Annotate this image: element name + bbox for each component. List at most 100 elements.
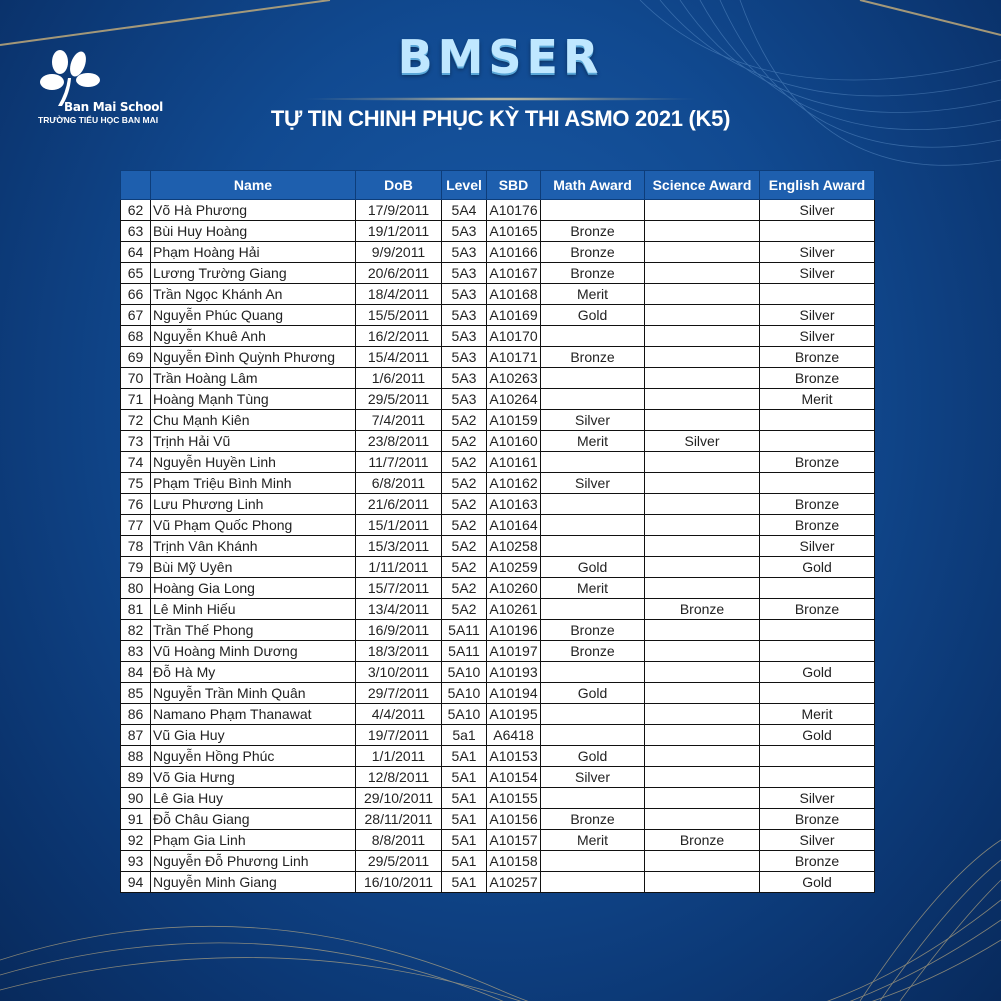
cell-level: 5A3	[441, 388, 487, 410]
cell-english-award: Silver	[759, 535, 875, 557]
cell-row-number: 62	[120, 199, 151, 221]
cell-row-number: 69	[120, 346, 151, 368]
cell-level: 5A11	[441, 619, 487, 641]
cell-english-award: Merit	[759, 388, 875, 410]
cell-level: 5A1	[441, 871, 487, 893]
cell-row-number: 88	[120, 745, 151, 767]
cell-sbd: A10261	[486, 598, 541, 620]
cell-english-award: Gold	[759, 556, 875, 578]
cell-english-award: Silver	[759, 325, 875, 347]
cell-sbd: A10156	[486, 808, 541, 830]
cell-dob: 18/3/2011	[355, 640, 442, 662]
cell-dob: 16/2/2011	[355, 325, 442, 347]
cell-english-award: Bronze	[759, 346, 875, 368]
cell-dob: 15/3/2011	[355, 535, 442, 557]
cell-science-award	[644, 871, 760, 893]
table-row: 90 Lê Gia Huy 29/10/2011 5A1 A10155 Silver	[120, 787, 875, 809]
cell-math-award: Gold	[540, 745, 645, 767]
cell-name: Nguyễn Minh Giang	[150, 871, 356, 893]
table-row: 91 Đỗ Châu Giang 28/11/2011 5A1 A10156 Bronze…	[120, 808, 875, 830]
cell-math-award	[540, 703, 645, 725]
cell-dob: 4/4/2011	[355, 703, 442, 725]
cell-dob: 19/7/2011	[355, 724, 442, 746]
table-row: 83 Vũ Hoàng Minh Dương 18/3/2011 5A11 A10197…	[120, 640, 875, 662]
cell-math-award	[540, 724, 645, 746]
cell-science-award	[644, 619, 760, 641]
cell-dob: 1/1/2011	[355, 745, 442, 767]
cell-level: 5A3	[441, 220, 487, 242]
cell-level: 5A11	[441, 640, 487, 662]
cell-row-number: 66	[120, 283, 151, 305]
cell-name: Bùi Mỹ Uyên	[150, 556, 356, 578]
cell-name: Chu Mạnh Kiên	[150, 409, 356, 431]
cell-name: Nguyễn Đình Quỳnh Phương	[150, 346, 356, 368]
cell-math-award	[540, 199, 645, 221]
cell-math-award	[540, 850, 645, 872]
school-logo: Ban Mai School TRƯỜNG TIỂU HỌC BAN MAI	[22, 48, 172, 128]
header-math-award: Math Award	[540, 170, 645, 200]
cell-english-award: Gold	[759, 871, 875, 893]
cell-name: Namano Phạm Thanawat	[150, 703, 356, 725]
cell-english-award: Silver	[759, 199, 875, 221]
cell-row-number: 64	[120, 241, 151, 263]
cell-level: 5A1	[441, 766, 487, 788]
cell-row-number: 92	[120, 829, 151, 851]
cell-level: 5A3	[441, 367, 487, 389]
cell-level: 5A2	[441, 430, 487, 452]
cell-dob: 12/8/2011	[355, 766, 442, 788]
cell-sbd: A10195	[486, 703, 541, 725]
cell-math-award: Merit	[540, 577, 645, 599]
cell-science-award	[644, 577, 760, 599]
cell-level: 5A1	[441, 787, 487, 809]
cell-math-award: Bronze	[540, 619, 645, 641]
cell-row-number: 82	[120, 619, 151, 641]
cell-english-award	[759, 409, 875, 431]
table-row: 88 Nguyễn Hồng Phúc 1/1/2011 5A1 A10153 Gold	[120, 745, 875, 767]
cell-level: 5A1	[441, 829, 487, 851]
cell-level: 5A2	[441, 577, 487, 599]
cell-level: 5A3	[441, 304, 487, 326]
cell-dob: 15/1/2011	[355, 514, 442, 536]
cell-math-award: Merit	[540, 283, 645, 305]
cell-sbd: A10194	[486, 682, 541, 704]
cell-math-award: Bronze	[540, 808, 645, 830]
cell-name: Lương Trường Giang	[150, 262, 356, 284]
header-sbd: SBD	[486, 170, 541, 200]
cell-sbd: A6418	[486, 724, 541, 746]
cell-science-award	[644, 766, 760, 788]
table-row: 67 Nguyễn Phúc Quang 15/5/2011 5A3 A10169 Gol…	[120, 304, 875, 326]
table-row: 84 Đỗ Hà My 3/10/2011 5A10 A10193 Gold	[120, 661, 875, 683]
cell-science-award	[644, 472, 760, 494]
cell-math-award: Bronze	[540, 262, 645, 284]
cell-name: Vũ Hoàng Minh Dương	[150, 640, 356, 662]
table-row: 71 Hoàng Mạnh Tùng 29/5/2011 5A3 A10264 Merit	[120, 388, 875, 410]
cell-name: Phạm Hoàng Hải	[150, 241, 356, 263]
cell-level: 5A10	[441, 682, 487, 704]
table-row: 75 Phạm Triệu Bình Minh 6/8/2011 5A2 A10162 S…	[120, 472, 875, 494]
cell-english-award	[759, 619, 875, 641]
cell-science-award	[644, 388, 760, 410]
cell-sbd: A10167	[486, 262, 541, 284]
table-row: 85 Nguyễn Trần Minh Quân 29/7/2011 5A10 A101…	[120, 682, 875, 704]
cell-math-award	[540, 514, 645, 536]
cell-science-award	[644, 325, 760, 347]
cell-sbd: A10263	[486, 367, 541, 389]
cell-english-award	[759, 745, 875, 767]
cell-dob: 20/6/2011	[355, 262, 442, 284]
cell-sbd: A10164	[486, 514, 541, 536]
cell-row-number: 90	[120, 787, 151, 809]
cell-name: Nguyễn Đỗ Phương Linh	[150, 850, 356, 872]
cell-level: 5A1	[441, 745, 487, 767]
cell-dob: 1/11/2011	[355, 556, 442, 578]
header-dob: DoB	[355, 170, 442, 200]
table-row: 65 Lương Trường Giang 20/6/2011 5A3 A10167 Br…	[120, 262, 875, 284]
cell-dob: 15/5/2011	[355, 304, 442, 326]
cell-row-number: 70	[120, 367, 151, 389]
cell-dob: 29/7/2011	[355, 682, 442, 704]
cell-english-award	[759, 283, 875, 305]
cell-sbd: A10170	[486, 325, 541, 347]
table-row: 94 Nguyễn Minh Giang 16/10/2011 5A1 A10257 Go…	[120, 871, 875, 893]
header-english-award: English Award	[759, 170, 875, 200]
table-row: 80 Hoàng Gia Long 15/7/2011 5A2 A10260 Merit	[120, 577, 875, 599]
cell-dob: 11/7/2011	[355, 451, 442, 473]
